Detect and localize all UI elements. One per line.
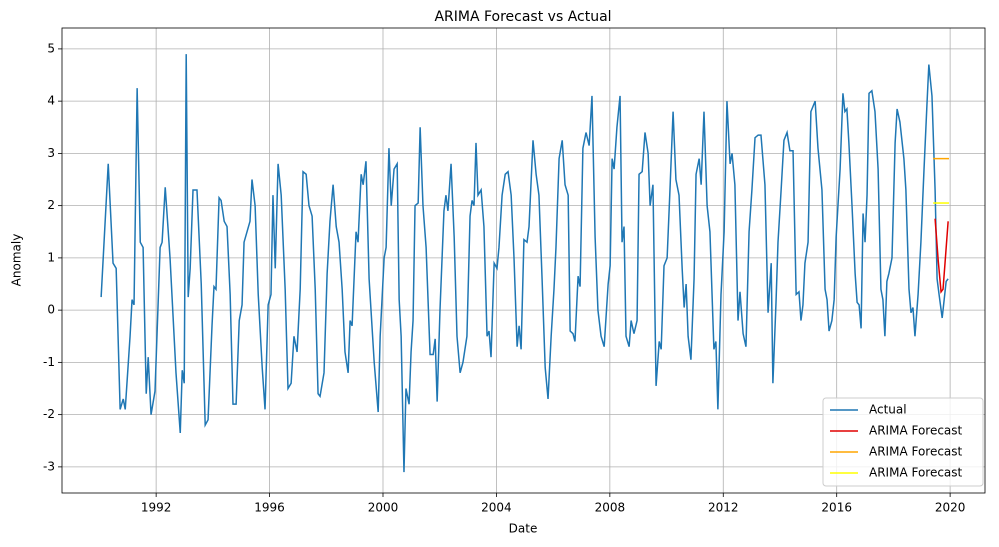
data-line bbox=[100, 54, 949, 473]
data-line bbox=[934, 218, 949, 294]
x-tick-label: 2020 bbox=[935, 501, 966, 515]
x-tick-label: 2008 bbox=[595, 501, 626, 515]
legend-box bbox=[822, 397, 984, 487]
x-tick-label: 2004 bbox=[481, 501, 512, 515]
x-tick-label: 2012 bbox=[708, 501, 739, 515]
legend-label: ARIMA Forecast bbox=[869, 466, 963, 480]
x-tick-label: 1996 bbox=[254, 501, 285, 515]
chart-title: ARIMA Forecast vs Actual bbox=[434, 9, 611, 25]
y-tick-label: -2 bbox=[43, 407, 55, 421]
x-tick-label: 2016 bbox=[821, 501, 852, 515]
y-tick-label: -3 bbox=[43, 459, 55, 473]
x-tick-label: 2000 bbox=[368, 501, 399, 515]
y-tick-label: 3 bbox=[47, 146, 55, 160]
y-tick-label: 1 bbox=[47, 250, 55, 264]
y-axis-label: Anomaly bbox=[10, 234, 24, 287]
legend-label: Actual bbox=[869, 403, 907, 417]
y-tick-label: 5 bbox=[47, 41, 55, 55]
y-tick-label: 2 bbox=[47, 198, 55, 212]
y-tick-label: -1 bbox=[43, 355, 55, 369]
y-tick-label: 4 bbox=[47, 94, 55, 108]
axes-frame bbox=[61, 27, 986, 494]
x-axis-label: Date bbox=[509, 522, 538, 536]
legend: Actual ARIMA Forecast ARIMA Forecast ARIMA … bbox=[822, 397, 984, 487]
x-tick-label: 1992 bbox=[141, 501, 172, 515]
legend-label: ARIMA Forecast bbox=[869, 424, 963, 438]
y-tick-label: 0 bbox=[47, 303, 55, 317]
legend-label: ARIMA Forecast bbox=[869, 445, 963, 459]
